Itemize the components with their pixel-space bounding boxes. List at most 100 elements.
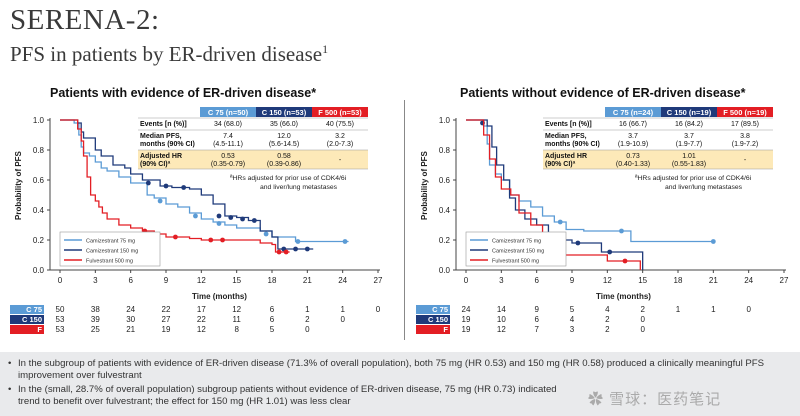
left-risk-label-bg-0	[10, 305, 44, 314]
right-table-cell-ci: (0.55-1.83)	[672, 161, 706, 168]
bullet-area: • In the subgroup of patients with evide…	[0, 352, 800, 416]
bullet-1: • In the subgroup of patients with evide…	[8, 358, 778, 382]
left-curve-0	[60, 119, 349, 243]
right-table-header-1: C 150 (n=19)	[667, 108, 712, 117]
left-legend-label-2: Fulvestrant 500 mg	[86, 259, 133, 265]
left-table-cell-ci: (0.39-0.86)	[267, 161, 301, 168]
left-risk-count: 8	[234, 325, 239, 334]
left-risk-count: 2	[305, 315, 310, 324]
left-x-tick-label: 21	[303, 276, 312, 285]
right-risk-label-0: C 75	[432, 305, 448, 314]
left-table-cell: 0.58	[277, 153, 291, 160]
right-x-axis-label: Time (months)	[596, 292, 651, 301]
left-y-tick-label: 0.8	[33, 146, 45, 155]
left-legend-label-1: Camizestrant 150 mg	[86, 249, 138, 255]
right-risk-count: 2	[640, 305, 645, 314]
left-risk-count: 6	[270, 315, 275, 324]
right-table-header-bg-2	[717, 107, 773, 117]
right-censor-mark-2	[622, 258, 628, 264]
right-censor-mark-0	[710, 239, 716, 244]
left-table-row-label: Adjusted HR	[140, 153, 182, 160]
left-table-cell-ci: (5.6-14.5)	[269, 141, 299, 148]
left-risk-count: 11	[233, 315, 242, 324]
right-risk-count: 1	[676, 305, 681, 314]
right-table-cell: 0.73	[626, 153, 640, 160]
left-risk-count: 21	[126, 325, 135, 334]
right-table-cell: 3.8	[740, 133, 750, 140]
right-risk-count: 4	[605, 305, 610, 314]
right-risk-count: 3	[570, 325, 575, 334]
km-charts: 0.00.20.40.60.81.00 3 6 9 12 15 18 21 24 27Camize…	[10, 107, 789, 334]
left-table-cell-ci: (2.0-7.3)	[327, 141, 353, 148]
left-y-tick-label: 0.6	[33, 176, 45, 185]
slide-subtitle: PFS in patients by ER-driven disease1	[10, 42, 328, 67]
left-risk-count: 25	[91, 325, 100, 334]
right-curve-2	[466, 119, 641, 270]
left-risk-count: 12	[232, 305, 241, 314]
right-risk-count: 24	[462, 305, 471, 314]
left-risk-count: 0	[305, 325, 310, 334]
right-table-header-bg-0	[605, 107, 661, 117]
right-table-row-label-2: (90% CI)ª	[545, 161, 576, 168]
right-y-tick-label: 0.4	[439, 206, 451, 215]
right-y-tick-label: 1.0	[439, 116, 451, 125]
subtitle-text: PFS in patients by ER-driven disease	[10, 42, 323, 66]
bullet-2-text: In the (small, 28.7% of overall populati…	[18, 384, 557, 407]
left-risk-label-2: F	[37, 325, 42, 334]
left-table-cell: 7.4	[223, 133, 233, 140]
right-table-row-label: Median PFS,	[545, 133, 587, 140]
bullet-2: • In the (small, 28.7% of overall popula…	[8, 384, 578, 408]
right-table-cell: 17 (89.5)	[731, 121, 759, 128]
right-table-cell: 16 (84.2)	[675, 121, 703, 128]
left-table-header-0: C 75 (n=50)	[208, 108, 249, 117]
left-x-axis-label: Time (months)	[192, 292, 247, 301]
left-censor-mark-0	[263, 231, 269, 237]
left-y-tick-label: 0.4	[33, 206, 45, 215]
left-table-header-2: F 500 (n=53)	[318, 108, 362, 117]
right-table-footnote-2: and liver/lung metastases	[665, 184, 743, 191]
left-curve-2	[60, 119, 290, 253]
left-risk-count: 17	[197, 305, 206, 314]
right-panel-title: Patients without evidence of ER-driven d…	[460, 86, 746, 100]
left-table-cell: -	[339, 157, 342, 164]
left-table-footnote: ªHRs adjusted for prior use of CDK4/6i	[230, 175, 347, 182]
left-table-header-1: C 150 (n=53)	[262, 108, 307, 117]
right-risk-count: 14	[497, 305, 506, 314]
right-risk-count: 19	[462, 315, 471, 324]
right-risk-label-bg-1	[416, 315, 450, 324]
right-legend-label-0: Camizestrant 75 mg	[492, 239, 541, 245]
left-censor-mark-2	[220, 237, 225, 243]
left-hr-row-bg	[138, 150, 368, 169]
right-risk-count: 7	[534, 325, 539, 334]
left-censor-mark-2	[283, 249, 289, 255]
right-risk-count: 9	[534, 305, 539, 314]
left-x-tick-label: 3	[93, 276, 98, 285]
right-table-cell: 16 (66.7)	[619, 121, 647, 128]
right-table-row-label: Events [n (%)]	[545, 121, 592, 128]
subtitle-superscript: 1	[322, 42, 329, 56]
left-table-row-label: Median PFS,	[140, 133, 182, 140]
right-risk-label-1: C 150	[428, 315, 448, 324]
right-table-cell: 3.7	[684, 133, 694, 140]
left-risk-count: 53	[56, 315, 65, 324]
left-risk-count: 22	[162, 305, 171, 314]
left-censor-mark-1	[240, 216, 245, 222]
right-hr-row-bg	[543, 150, 773, 169]
right-risk-count: 19	[462, 325, 471, 334]
left-x-tick-label: 6	[128, 276, 133, 285]
right-table-cell: -	[744, 157, 747, 164]
left-censor-mark-0	[193, 213, 198, 219]
left-censor-mark-0	[342, 239, 348, 244]
right-table-cell-ci: (0.40-1.33)	[616, 161, 650, 168]
right-risk-label-bg-2	[416, 325, 450, 334]
left-table-row-label-2: months (90% CI)	[140, 141, 195, 148]
bullet-dot-1: •	[8, 358, 12, 369]
right-legend-label-1: Camizestrant 150 mg	[492, 249, 544, 255]
right-censor-mark-1	[575, 240, 581, 246]
right-y-tick-label: 0.8	[439, 146, 451, 155]
right-x-tick-label: 3	[499, 276, 504, 285]
right-x-tick-label: 6	[534, 276, 539, 285]
left-censor-mark-1	[145, 180, 151, 186]
left-risk-count: 5	[270, 325, 275, 334]
left-x-tick-label: 0	[58, 276, 63, 285]
